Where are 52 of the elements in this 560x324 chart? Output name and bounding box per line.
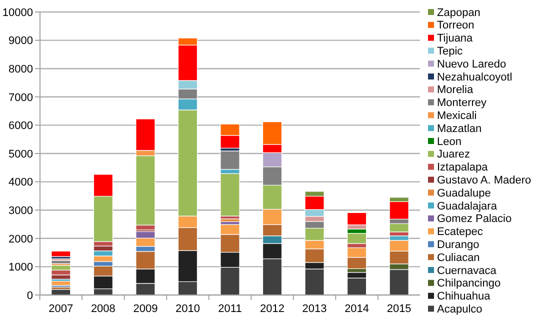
legend-label: Gustavo A. Madero: [437, 174, 532, 187]
x-tick-label: 2012: [260, 303, 285, 315]
legend-label: Cuernavaca: [437, 264, 498, 277]
legend-label: Monterrey: [437, 97, 488, 110]
legend-label: Chihuahua: [437, 290, 492, 303]
legend-label: Leon: [437, 136, 462, 148]
y-tick-label: 4000: [8, 176, 33, 189]
x-tick-label: 2011: [218, 303, 242, 315]
x-tick-label: 2013: [302, 303, 327, 315]
y-tick-label: 9000: [8, 35, 33, 48]
bar: [389, 223, 409, 232]
legend-label: Nezahualcoyotl: [437, 71, 512, 84]
bar: [51, 250, 71, 257]
y-tick-label: 8000: [8, 63, 33, 76]
bar: [220, 218, 240, 222]
bar: [220, 150, 240, 170]
legend-label: Ecatepec: [437, 226, 484, 238]
legend-label: Mazatlan: [437, 122, 482, 135]
legend-label: Chilpancingo: [437, 278, 501, 290]
legend-label: Culiacan: [437, 252, 480, 264]
y-tick-label: 6000: [8, 120, 33, 132]
y-tick-label: 3000: [8, 204, 33, 217]
x-tick-label: 2008: [90, 303, 116, 315]
legend-label: Iztapalapa: [437, 162, 489, 174]
bar: [346, 212, 367, 226]
legend-label: Zapopan: [437, 6, 480, 19]
bar: [220, 173, 240, 216]
legend-label: Guadalupe: [437, 187, 491, 200]
x-tick-label: 2007: [48, 303, 74, 315]
legend-label: Gomez Palacio: [437, 213, 512, 226]
x-tick-label: 2009: [133, 303, 158, 315]
legend-label: Acapulco: [437, 304, 482, 316]
bar: [51, 274, 71, 280]
y-tick-label: 10000: [2, 6, 33, 19]
legend-label: Guadalajara: [437, 200, 498, 212]
legend-label: Morelia: [437, 84, 474, 96]
legend-label: Durango: [437, 239, 480, 252]
legend-label: Juarez: [437, 148, 470, 161]
legend-label: Mexicali: [437, 110, 477, 122]
x-tick-label: 2014: [344, 303, 370, 315]
legend-label: Tepic: [437, 46, 464, 58]
y-tick-label: 7000: [8, 92, 33, 104]
x-tick-label: 2015: [386, 303, 412, 315]
y-tick-label: 0: [26, 290, 33, 302]
y-tick-label: 1000: [8, 262, 33, 274]
legend-label: Tijuana: [437, 32, 474, 45]
legend-label: Nuevo Laredo: [437, 58, 506, 70]
legend-label: Torreon: [437, 20, 474, 32]
y-tick-label: 5000: [8, 148, 33, 160]
x-tick-label: 2010: [175, 303, 200, 315]
y-tick-label: 2000: [8, 233, 33, 246]
bar: [346, 233, 367, 244]
